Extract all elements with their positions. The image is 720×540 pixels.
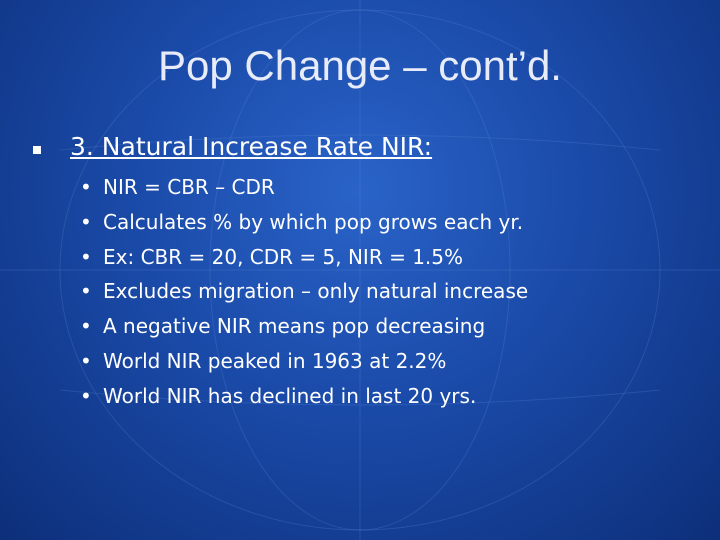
bullet-item: World NIR has declined in last 20 yrs. bbox=[80, 379, 528, 414]
bullet-item: Excludes migration – only natural increa… bbox=[80, 274, 528, 309]
bullet-item: Calculates % by which pop grows each yr. bbox=[80, 205, 528, 240]
slide-title: Pop Change – cont’d. bbox=[158, 42, 562, 89]
bullet-list: NIR = CBR – CDRCalculates % by which pop… bbox=[80, 170, 528, 414]
bullet-item: A negative NIR means pop decreasing bbox=[80, 309, 528, 344]
bullet-marker bbox=[33, 146, 41, 154]
heading: 3. Natural Increase Rate NIR: bbox=[70, 132, 433, 161]
bullet-item: NIR = CBR – CDR bbox=[80, 170, 528, 205]
bullet-item: Ex: CBR = 20, CDR = 5, NIR = 1.5% bbox=[80, 240, 528, 275]
bullet-item: World NIR peaked in 1963 at 2.2% bbox=[80, 344, 528, 379]
